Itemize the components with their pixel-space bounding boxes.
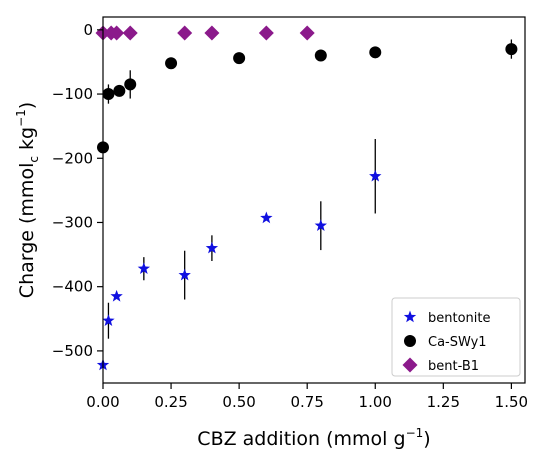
x-axis-label: CBZ addition (mmol g−1) <box>197 426 430 450</box>
legend-label: bent-B1 <box>428 359 479 374</box>
legend-box <box>391 297 521 377</box>
y-axis-label: Charge (mmolc kg−1) <box>14 102 41 298</box>
x-axis-label-main: CBZ addition (mmol g <box>197 428 405 450</box>
data-point <box>137 262 151 274</box>
data-point <box>233 52 246 65</box>
x-tick-label: 0.00 <box>86 393 119 411</box>
x-tick-label: 0.25 <box>154 393 187 411</box>
data-point <box>205 241 219 254</box>
legend-label: bentonite <box>428 311 491 326</box>
x-tick-label: 1.00 <box>359 393 392 411</box>
data-point <box>113 84 126 97</box>
series-ca-swy1 <box>97 39 518 154</box>
series-bentonite <box>96 139 382 371</box>
data-point <box>204 25 220 41</box>
data-point <box>260 211 273 224</box>
data-point <box>505 43 518 56</box>
x-tick-label: 0.50 <box>222 393 255 411</box>
data-point <box>102 88 115 101</box>
y-axis-label-main: Charge (mmol <box>16 163 38 299</box>
data-point <box>299 25 315 41</box>
y-axis-label-end: ) <box>16 102 38 109</box>
data-point <box>314 49 327 62</box>
legend-marker <box>403 310 417 323</box>
y-tick-label: −200 <box>52 149 93 167</box>
data-point <box>122 25 138 41</box>
x-axis-label-end: ) <box>423 428 430 450</box>
y-axis-label-sub: c <box>27 156 41 163</box>
data-point <box>110 289 123 302</box>
x-tick-label: 0.75 <box>290 393 323 411</box>
series-bent-b1 <box>95 25 315 41</box>
y-axis-label-mid: kg <box>16 127 38 156</box>
x-axis: 0.00 0.25 0.50 0.75 1.00 1.25 1.50 <box>86 383 528 411</box>
y-axis: 0 −100 −200 −300 −400 −500 <box>52 21 103 360</box>
data-point <box>165 57 178 70</box>
data-point <box>369 169 382 182</box>
data-point <box>102 314 115 326</box>
data-point <box>314 219 327 231</box>
y-tick-label: −300 <box>52 213 93 231</box>
data-point <box>177 25 193 41</box>
y-tick-label: 0 <box>83 21 93 39</box>
data-point <box>178 268 191 281</box>
x-tick-label: 1.25 <box>427 393 460 411</box>
data-point <box>124 78 137 91</box>
data-point <box>258 25 274 41</box>
data-point <box>369 46 382 59</box>
legend-marker <box>404 335 416 347</box>
legend-label: Ca-SWy1 <box>428 335 487 350</box>
legend: bentonite Ca-SWy1 bent-B1 <box>391 297 521 377</box>
data-point <box>109 25 125 41</box>
x-tick-label: 1.50 <box>495 393 528 411</box>
x-axis-label-sup: −1 <box>406 426 424 440</box>
legend-marker <box>402 357 418 373</box>
y-tick-label: −500 <box>52 342 93 360</box>
chart-marks <box>95 25 518 371</box>
y-axis-label-sup: −1 <box>14 109 28 127</box>
y-tick-label: −100 <box>52 85 93 103</box>
y-tick-label: −400 <box>52 278 93 296</box>
plot-frame <box>102 16 526 384</box>
